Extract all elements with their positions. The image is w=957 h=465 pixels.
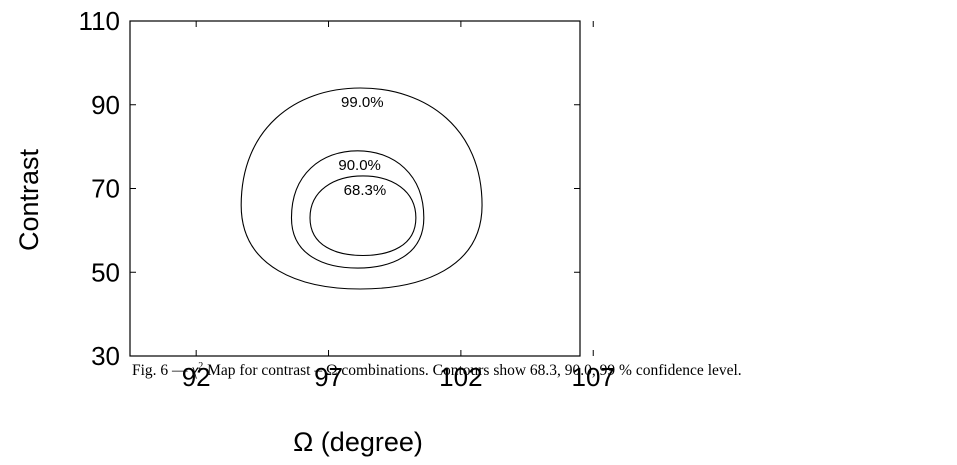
- caption-text: Map for contrast – Ω combinations. Conto…: [203, 362, 742, 379]
- y-tick-label: 70: [91, 174, 120, 204]
- contour-line-99.0%: [240, 87, 483, 290]
- y-tick-label: 30: [91, 341, 120, 371]
- contour-label: 90.0%: [338, 157, 381, 174]
- x-tick-label: 97: [314, 362, 343, 392]
- y-tick-label: 50: [91, 257, 120, 287]
- x-tick-label: 102: [439, 362, 482, 392]
- contour-line-68.3%: [309, 175, 417, 257]
- y-tick-label: 90: [91, 90, 120, 120]
- x-tick-label: 107: [572, 362, 615, 392]
- caption-superscript: 2: [198, 360, 204, 372]
- contour-label: 68.3%: [344, 182, 387, 199]
- figure-caption: Fig. 6 — χ2 Map for contrast – Ω combina…: [132, 356, 954, 385]
- y-tick-label: 110: [79, 6, 120, 36]
- contour-line-90.0%: [290, 150, 425, 269]
- caption-chi: χ: [191, 362, 199, 379]
- contour-label: 99.0%: [341, 94, 384, 111]
- caption-prefix: Fig. 6 —: [132, 362, 192, 379]
- x-tick-label: 92: [182, 362, 211, 392]
- x-axis-title: Ω (degree): [293, 427, 423, 457]
- y-axis-title: Contrast: [14, 148, 44, 251]
